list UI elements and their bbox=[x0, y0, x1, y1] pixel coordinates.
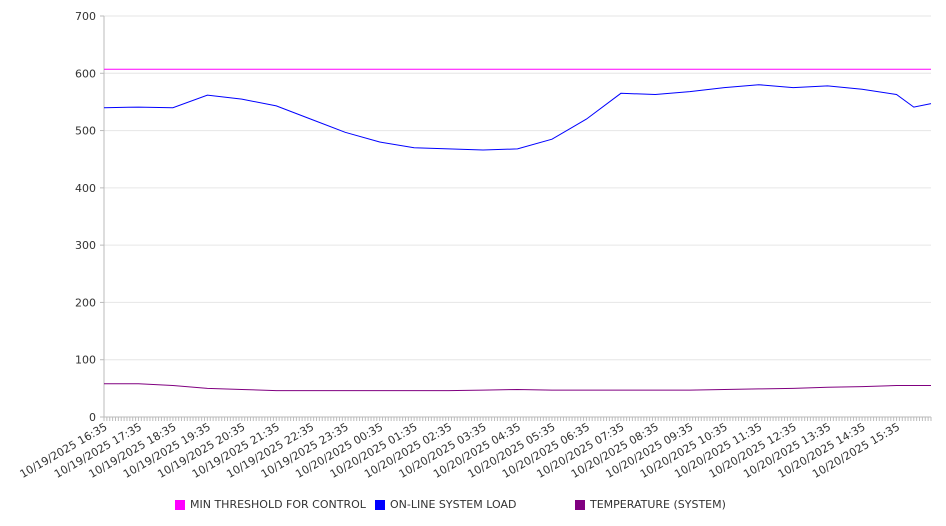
legend: MIN THRESHOLD FOR CONTROL ON-LINE SYSTEM… bbox=[0, 498, 946, 514]
legend-item-temperature[interactable]: TEMPERATURE (SYSTEM) bbox=[575, 498, 726, 511]
legend-label: ON-LINE SYSTEM LOAD bbox=[390, 498, 517, 511]
series-line-1 bbox=[103, 84, 932, 151]
legend-swatch bbox=[375, 499, 385, 510]
legend-label: MIN THRESHOLD FOR CONTROL bbox=[190, 498, 366, 511]
y-tick-label: 700 bbox=[75, 10, 96, 23]
legend-item-threshold[interactable]: MIN THRESHOLD FOR CONTROL bbox=[175, 498, 366, 511]
y-tick-label: 500 bbox=[75, 125, 96, 138]
series-line-2 bbox=[104, 383, 931, 392]
legend-swatch bbox=[575, 499, 585, 510]
y-tick-label: 200 bbox=[75, 296, 96, 309]
y-tick-label: 0 bbox=[89, 411, 96, 424]
y-tick-label: 400 bbox=[75, 182, 96, 195]
legend-item-load[interactable]: ON-LINE SYSTEM LOAD bbox=[375, 498, 516, 511]
y-tick-label: 100 bbox=[75, 354, 96, 367]
y-tick-label: 600 bbox=[75, 67, 96, 80]
legend-label: TEMPERATURE (SYSTEM) bbox=[590, 498, 726, 511]
legend-swatch bbox=[175, 499, 185, 510]
y-tick-label: 300 bbox=[75, 239, 96, 252]
